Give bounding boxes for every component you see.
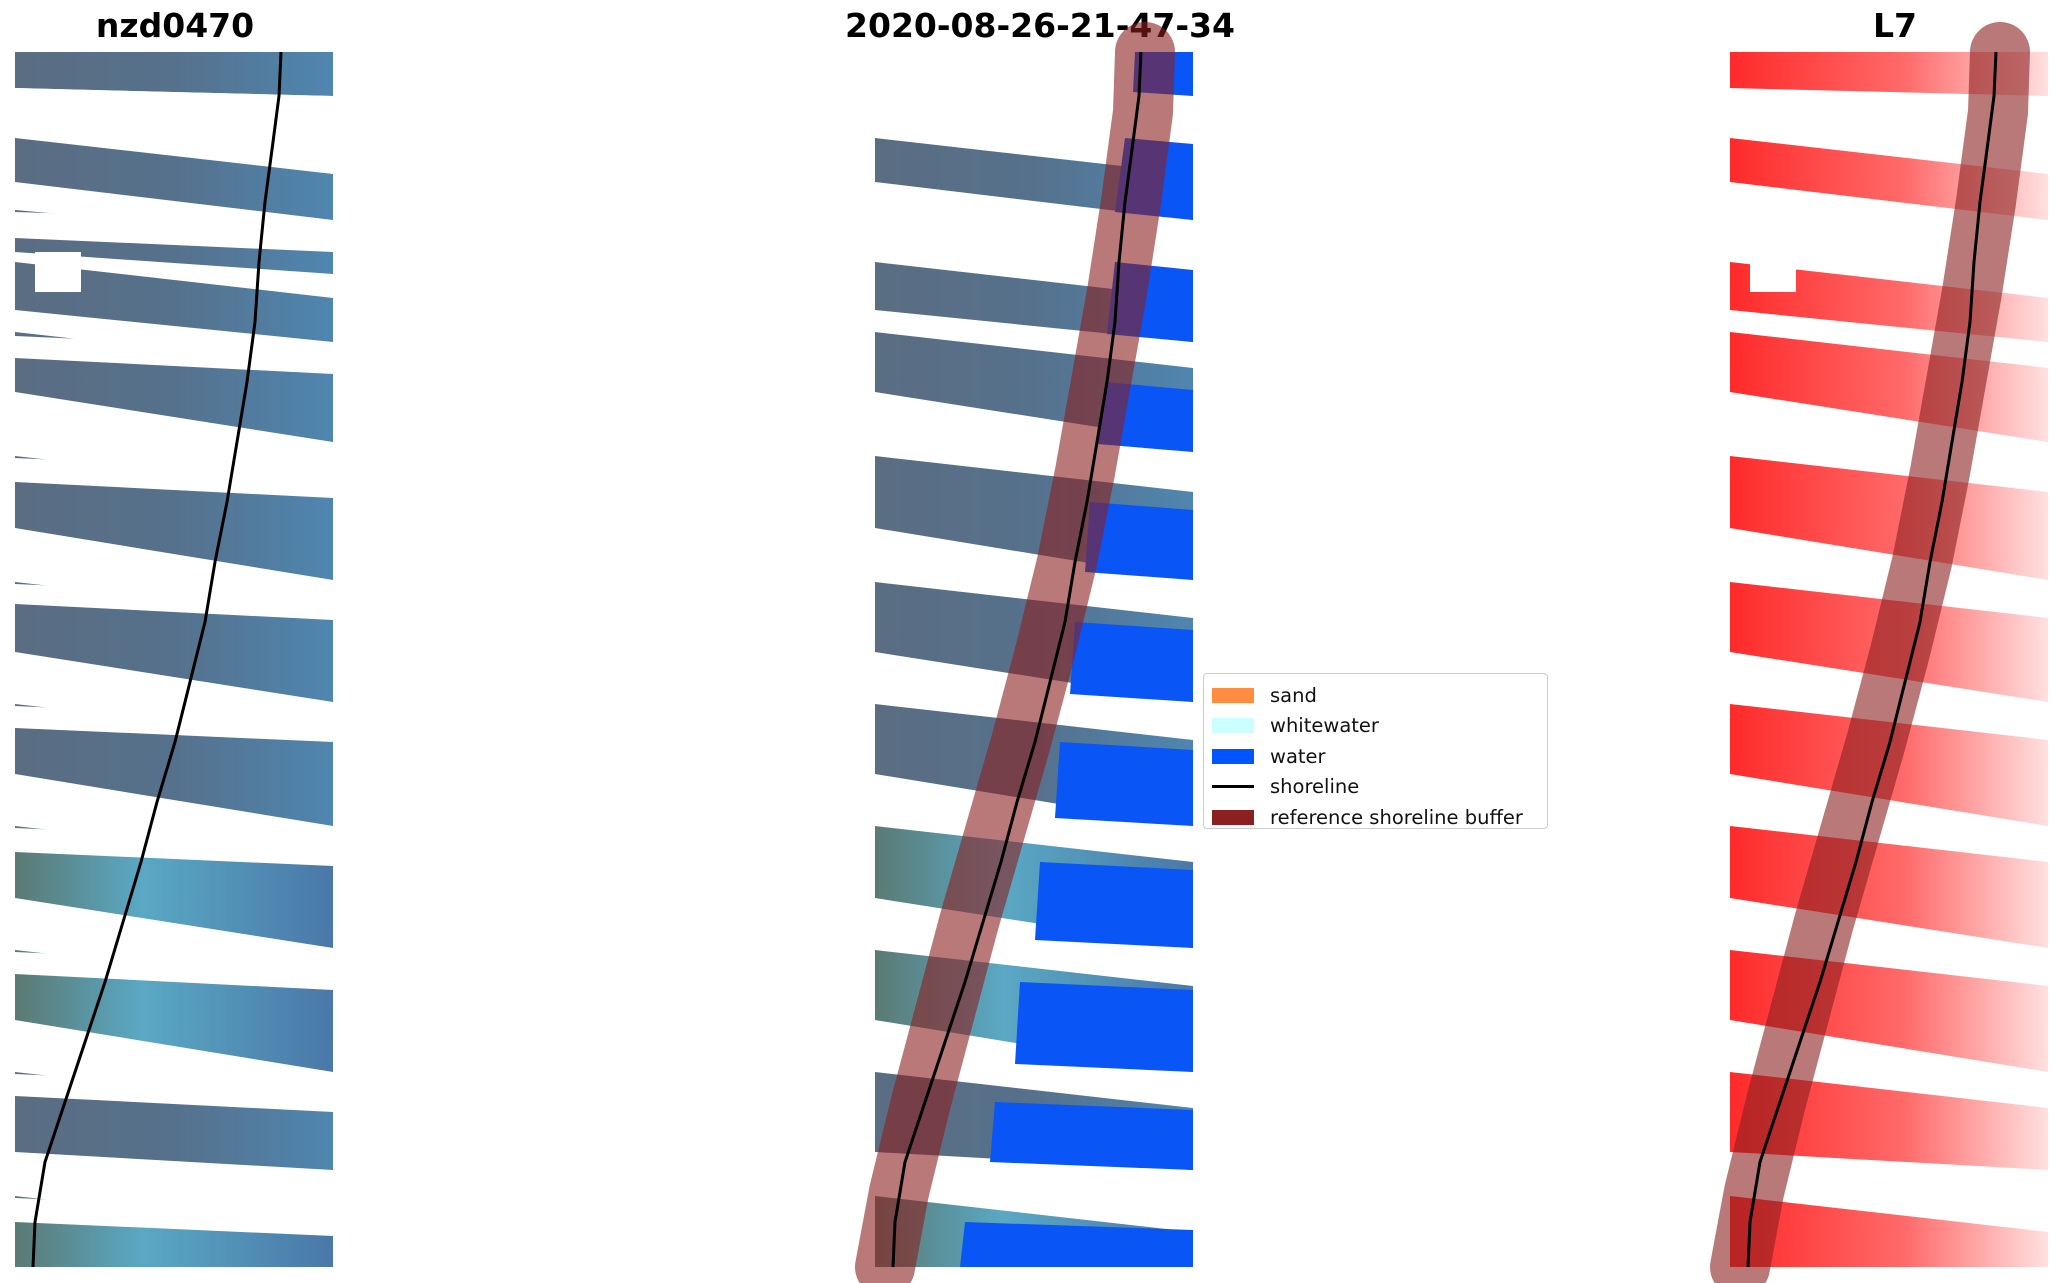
- legend-item: reference shoreline buffer: [1212, 802, 1547, 833]
- legend-label: shoreline: [1270, 775, 1360, 799]
- legend-label: whitewater: [1270, 714, 1379, 738]
- legend-label: reference shoreline buffer: [1270, 805, 1523, 829]
- legend-item: sand: [1212, 680, 1547, 711]
- shoreline-line: [891, 51, 1143, 1268]
- strips: [1730, 52, 2048, 1267]
- sensor-image: [1710, 22, 2048, 1283]
- panel-title-rgb: nzd0470: [95, 6, 255, 45]
- rgb-image: [15, 51, 333, 1268]
- legend-item: shoreline: [1212, 772, 1547, 803]
- strips: [15, 52, 333, 1267]
- legend-label: sand: [1270, 683, 1317, 707]
- legend-swatch-whitewater: [1212, 718, 1254, 734]
- shoreline-line: [1746, 51, 1998, 1268]
- legend-swatch-sand: [1212, 687, 1254, 703]
- legend-swatch-water: [1212, 748, 1254, 764]
- reference-shoreline-buffer: [1710, 22, 2030, 1283]
- legend-item: water: [1212, 741, 1547, 772]
- legend-swatch-buffer: [1212, 809, 1254, 825]
- legend-swatch-shoreline: [1212, 785, 1254, 789]
- shoreline-line: [31, 51, 283, 1268]
- panel-title-sensor: L7: [1873, 6, 1917, 45]
- reference-shoreline-buffer: [855, 22, 1175, 1283]
- classified-image: [855, 22, 1193, 1283]
- legend: sand whitewater water shoreline referenc…: [1203, 673, 1548, 829]
- legend-label: water: [1270, 744, 1326, 768]
- legend-item: whitewater: [1212, 711, 1547, 742]
